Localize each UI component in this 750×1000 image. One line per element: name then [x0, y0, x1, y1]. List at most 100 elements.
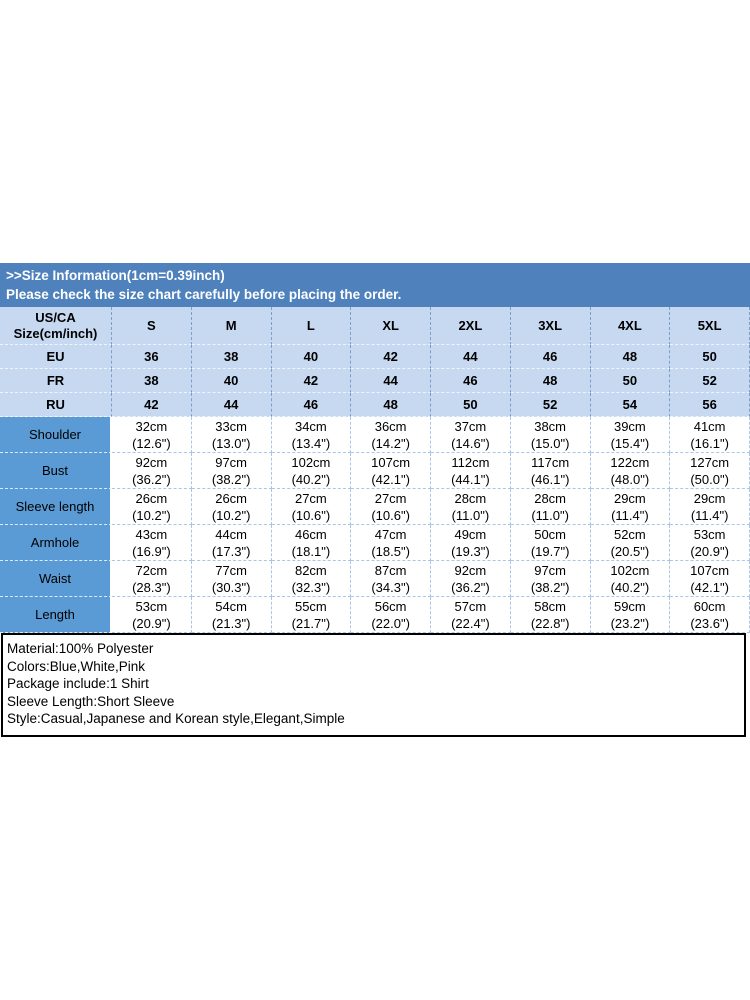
cm-value: 102cm: [291, 454, 331, 470]
inch-value: (18.5"): [371, 543, 410, 559]
cm-value: 57cm: [454, 598, 487, 614]
cm-value: 27cm: [374, 490, 407, 506]
inch-value: (19.7"): [530, 543, 570, 559]
inch-value: (10.2"): [132, 507, 171, 523]
corner-label-line2: Size(cm/inch): [13, 325, 98, 341]
region-size-cell: 46: [510, 345, 591, 369]
inch-value: (32.3"): [291, 579, 331, 595]
cm-value: 26cm: [215, 490, 248, 506]
cm-value: 38cm: [534, 418, 567, 434]
inch-value: (34.3"): [371, 579, 410, 595]
inch-value: (20.9"): [690, 543, 729, 559]
inch-value: (21.7"): [291, 615, 331, 631]
measurement-value-cell: 102cm (40.2"): [590, 561, 671, 597]
measurement-value-cell: 32cm (12.6"): [112, 417, 192, 453]
measurement-value-cell: 38cm (15.0"): [510, 417, 591, 453]
inch-value: (42.1"): [371, 471, 410, 487]
inch-value: (38.2"): [211, 471, 251, 487]
cm-value: 102cm: [610, 562, 650, 578]
measurement-value-cell: 27cm (10.6"): [271, 489, 352, 525]
cm-value: 47cm: [374, 526, 407, 542]
cm-value: 37cm: [454, 418, 487, 434]
cm-value: 92cm: [135, 454, 168, 470]
cm-value: 43cm: [135, 526, 168, 542]
measurement-value-cell: 26cm (10.2"): [191, 489, 272, 525]
details-line: Style:Casual,Japanese and Korean style,E…: [7, 711, 345, 727]
cm-value: 53cm: [135, 598, 168, 614]
cm-value: 107cm: [371, 454, 411, 470]
measurement-value-cell: 33cm (13.0"): [191, 417, 272, 453]
inch-value: (23.6"): [690, 615, 729, 631]
measurement-value-cell: 28cm (11.0"): [431, 489, 511, 525]
region-size-cell: 56: [670, 393, 750, 417]
region-label-cell: FR: [0, 369, 112, 393]
region-size-cell: 38: [191, 345, 272, 369]
inch-value: (28.3"): [132, 579, 171, 595]
region-size-cell: 44: [191, 393, 272, 417]
size-table: US/CA Size(cm/inch) S M L XL 2XL 3XL 4XL 5XL EU 36 3…: [0, 307, 750, 633]
cm-value: 29cm: [613, 490, 646, 506]
measurement-value-cell: 102cm (40.2"): [271, 453, 352, 489]
measurement-label-cell: Bust: [0, 453, 112, 489]
cm-value: 33cm: [215, 418, 248, 434]
size-column-header-xl: XL: [351, 307, 431, 345]
inch-value: (40.2"): [610, 579, 650, 595]
measurement-value-cell: 127cm (50.0"): [670, 453, 750, 489]
measurement-value-cell: 53cm (20.9"): [670, 525, 750, 561]
region-size-cell: 38: [112, 369, 192, 393]
size-info-banner: >>Size Information(1cm=0.39inch) Please …: [0, 263, 750, 307]
cm-value: 50cm: [534, 526, 567, 542]
corner-label-line1: US/CA: [35, 309, 76, 325]
measurement-value-cell: 87cm (34.3"): [351, 561, 431, 597]
details-line: Colors:Blue,White,Pink: [7, 658, 146, 674]
inch-value: (22.8"): [530, 615, 570, 631]
measurement-row-length: Length 53cm (20.9") 54cm (21.3") 55cm (21.7") 5…: [0, 597, 750, 633]
inch-value: (40.2"): [291, 471, 331, 487]
measurement-value-cell: 46cm (18.1"): [271, 525, 352, 561]
measurement-value-cell: 27cm (10.6"): [351, 489, 431, 525]
cm-value: 28cm: [454, 490, 487, 506]
cm-value: 34cm: [294, 418, 327, 434]
measurement-value-cell: 122cm (48.0"): [590, 453, 671, 489]
details-line: Package include:1 Shirt: [7, 676, 149, 692]
cm-value: 127cm: [690, 454, 730, 470]
region-size-cell: 42: [351, 345, 431, 369]
size-column-header-3xl: 3XL: [510, 307, 591, 345]
cm-value: 107cm: [690, 562, 730, 578]
size-table-body: US/CA Size(cm/inch) S M L XL 2XL 3XL 4XL 5XL EU 36 3…: [0, 307, 750, 633]
cm-value: 28cm: [534, 490, 567, 506]
size-column-header-2xl: 2XL: [431, 307, 511, 345]
measurement-value-cell: 49cm (19.3"): [431, 525, 511, 561]
measurement-label-cell: Sleeve length: [0, 489, 112, 525]
cm-value: 59cm: [613, 598, 646, 614]
inch-value: (10.6"): [371, 507, 410, 523]
inch-value: (46.1"): [530, 471, 570, 487]
cm-value: 52cm: [613, 526, 646, 542]
measurement-row-sleeve-length: Sleeve length 26cm (10.2") 26cm (10.2") 27cm(…: [0, 489, 750, 525]
banner-subtitle: Please check the size chart carefully be…: [6, 287, 402, 302]
inch-value: (16.1"): [690, 435, 729, 451]
cm-value: 44cm: [215, 526, 248, 542]
measurement-value-cell: 58cm (22.8"): [510, 597, 591, 633]
cm-value: 60cm: [693, 598, 726, 614]
region-size-cell: 50: [670, 345, 750, 369]
measurement-value-cell: 107cm (42.1"): [351, 453, 431, 489]
inch-value: (18.1"): [291, 543, 331, 559]
inch-value: (14.6"): [451, 435, 490, 451]
region-size-cell: 44: [431, 345, 511, 369]
region-size-cell: 54: [590, 393, 671, 417]
inch-value: (11.4"): [690, 507, 729, 523]
cm-value: 72cm: [135, 562, 168, 578]
measurement-label-cell: Armhole: [0, 525, 112, 561]
product-details-box: Material:100% Polyester Colors:Blue,White…: [1, 633, 746, 737]
cm-value: 26cm: [135, 490, 168, 506]
measurement-value-cell: 36cm (14.2"): [351, 417, 431, 453]
measurement-row-shoulder: Shoulder 32cm (12.6") 33cm (13.0") 34cm (13.4"…: [0, 417, 750, 453]
measurement-label-cell: Shoulder: [0, 417, 112, 453]
measurement-value-cell: 37cm (14.6"): [431, 417, 511, 453]
measurement-label-cell: Waist: [0, 561, 112, 597]
measurement-value-cell: 97cm (38.2"): [510, 561, 591, 597]
cm-value: 53cm: [693, 526, 726, 542]
measurement-label-cell: Length: [0, 597, 112, 633]
